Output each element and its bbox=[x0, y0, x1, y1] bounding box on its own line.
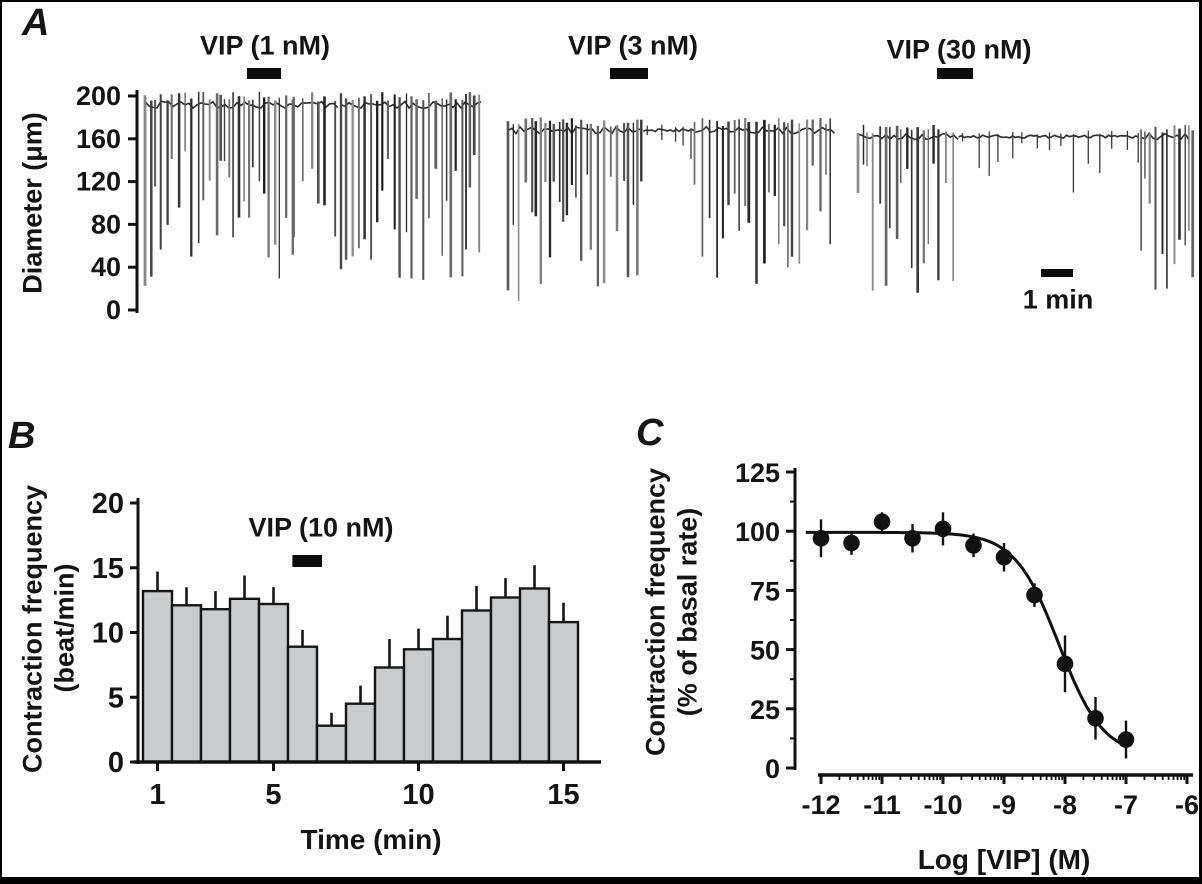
y-tick-label: 0 bbox=[765, 754, 780, 784]
baseline bbox=[507, 125, 641, 136]
beat-per-min-axis-title: (beat/min) bbox=[49, 563, 80, 693]
x-tick-label: 10 bbox=[402, 779, 434, 811]
vip-30nm-label: VIP (30 nM) bbox=[886, 34, 1032, 65]
log-vip-axis-title: Log [VIP] (M) bbox=[917, 844, 1091, 875]
bar bbox=[460, 609, 493, 764]
bar bbox=[518, 587, 551, 764]
data-point bbox=[873, 513, 891, 530]
panel-c-label: C bbox=[636, 412, 664, 454]
y-tick-label: 100 bbox=[735, 517, 780, 547]
y-tick-label: 20 bbox=[92, 488, 124, 520]
x-tick-label: -6 bbox=[1175, 790, 1199, 820]
y-tick-label: 120 bbox=[76, 167, 121, 197]
data-point bbox=[812, 530, 830, 547]
bar bbox=[141, 589, 174, 764]
bar bbox=[431, 637, 464, 764]
x-tick-label: 5 bbox=[265, 779, 281, 811]
bar bbox=[547, 620, 580, 764]
panel-a-label: A bbox=[22, 2, 50, 44]
bar bbox=[373, 666, 406, 764]
bar bbox=[286, 645, 319, 764]
data-point bbox=[995, 548, 1013, 566]
y-tick-label: 200 bbox=[76, 81, 121, 111]
y-tick-label: 75 bbox=[750, 576, 780, 606]
bar bbox=[257, 602, 290, 764]
x-tick-label: -7 bbox=[1114, 790, 1138, 820]
contraction-frequency-axis-title: Contraction frequency bbox=[17, 484, 48, 774]
data-point bbox=[843, 534, 860, 552]
x-tick-label: -8 bbox=[1053, 790, 1077, 820]
bar bbox=[170, 604, 203, 764]
x-tick-label: -10 bbox=[923, 790, 962, 820]
vip-application-bar bbox=[292, 555, 322, 567]
x-tick-label: -9 bbox=[992, 790, 1016, 820]
vip-application-bar bbox=[610, 68, 648, 79]
data-point bbox=[1087, 710, 1104, 727]
panel-c-plot: 0 25 50 75 100 125 -12 -11 -10 -9 -8 -7 -6 bbox=[735, 458, 1199, 820]
y-tick-label: 25 bbox=[750, 695, 780, 725]
trace-1 bbox=[143, 91, 482, 286]
data-point bbox=[965, 537, 982, 554]
diameter-axis-title: Diameter (μm) bbox=[17, 112, 48, 294]
x-tick-label: -12 bbox=[801, 790, 840, 820]
y-tick-label: 10 bbox=[92, 618, 124, 650]
data-point bbox=[904, 530, 921, 547]
data-point bbox=[934, 520, 952, 538]
scalebar-line bbox=[1041, 269, 1073, 277]
vip-1nm-label: VIP (1 nM) bbox=[199, 30, 331, 61]
y-tick-label: 80 bbox=[91, 209, 121, 239]
vip-10nm-label: VIP (10 nM) bbox=[248, 512, 394, 543]
vip-application-bar bbox=[937, 68, 973, 79]
vip-3nm-label: VIP (3 nM) bbox=[567, 30, 699, 61]
panel-b-label: B bbox=[8, 415, 36, 457]
data-point bbox=[1056, 655, 1074, 673]
y-tick-label: 0 bbox=[106, 295, 121, 325]
percent-basal-rate-axis-title: (% of basal rate) bbox=[672, 507, 703, 717]
bar bbox=[489, 596, 522, 764]
x-tick-label: 15 bbox=[547, 779, 579, 811]
x-tick-label: -11 bbox=[863, 790, 901, 820]
y-tick-label: 15 bbox=[92, 553, 124, 585]
baseline bbox=[293, 100, 339, 109]
quiescent-baseline bbox=[643, 127, 695, 133]
y-tick-label: 40 bbox=[91, 252, 121, 282]
contraction-frequency-basal-axis-title: Contraction frequency bbox=[640, 467, 671, 757]
x-tick-label: 1 bbox=[149, 779, 165, 811]
trace-2 bbox=[506, 117, 836, 301]
panel-a-plot: 0 40 80 120 160 200 bbox=[76, 68, 1195, 325]
fit-curve bbox=[805, 530, 1127, 748]
vip-application-bar bbox=[247, 68, 281, 79]
data-point bbox=[1117, 731, 1135, 748]
y-tick-label: 50 bbox=[750, 636, 780, 666]
bar bbox=[199, 607, 232, 764]
bar bbox=[315, 724, 348, 764]
time-axis-title: Time (min) bbox=[300, 824, 442, 855]
quiescent-baseline bbox=[958, 134, 1139, 140]
baseline bbox=[1140, 131, 1190, 141]
y-tick-label: 160 bbox=[76, 124, 121, 154]
bar bbox=[344, 702, 377, 764]
bar bbox=[228, 597, 261, 764]
data-point bbox=[1026, 586, 1043, 604]
scalebar-label: 1 min bbox=[1022, 284, 1094, 315]
y-tick-label: 0 bbox=[108, 747, 124, 779]
bar bbox=[402, 648, 435, 764]
y-tick-label: 5 bbox=[108, 682, 124, 714]
trace-3 bbox=[856, 124, 1195, 293]
y-tick-label: 125 bbox=[735, 458, 780, 488]
